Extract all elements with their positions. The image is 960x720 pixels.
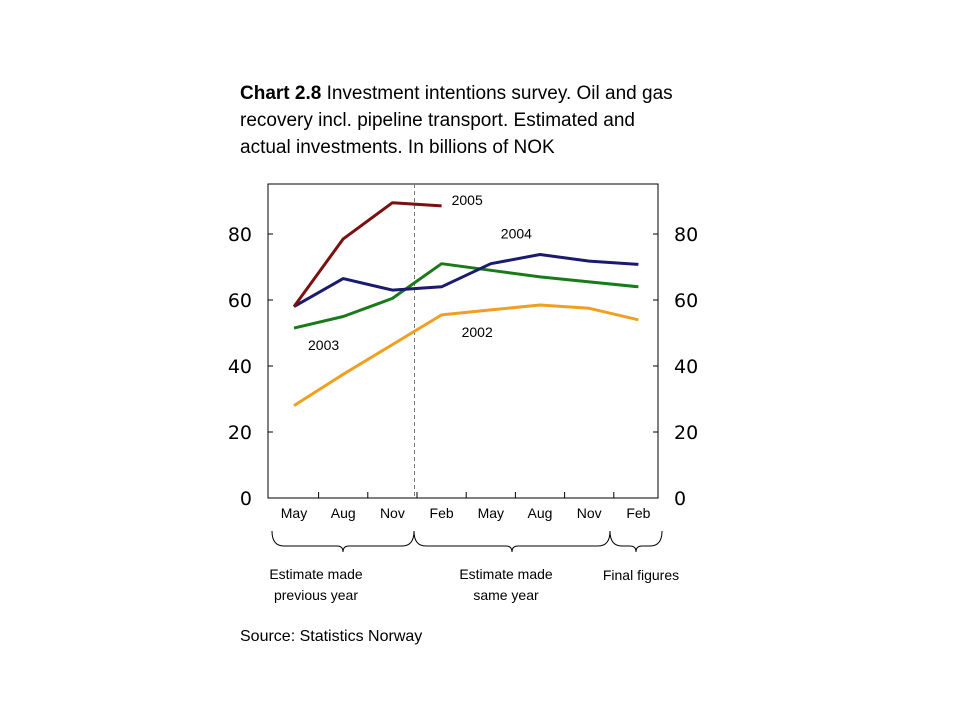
source-note: Source: Statistics Norway [240, 628, 423, 645]
right-y-tick-label: 20 [674, 422, 698, 444]
x-tick-label: Nov [380, 505, 405, 521]
right-y-tick-label: 60 [674, 290, 698, 312]
group-brace [413, 530, 611, 553]
group-label-line1: Estimate made [459, 566, 553, 582]
right-y-tick-label: 0 [674, 488, 686, 510]
x-tick-label: May [478, 505, 504, 521]
group-label-line1: Estimate made [269, 566, 363, 582]
right-y-tick-label: 80 [674, 224, 698, 246]
series-label-2002: 2002 [462, 324, 493, 340]
series-line-2002 [293, 303, 639, 407]
left-y-tick-label: 60 [228, 290, 252, 312]
group-brace [609, 530, 663, 553]
x-tick-label: Nov [577, 505, 602, 521]
series-label-2005: 2005 [452, 192, 483, 208]
x-tick-label: May [281, 505, 307, 521]
left-y-tick-label: 40 [228, 356, 252, 378]
x-tick-label: Aug [528, 505, 553, 521]
series-line-2004 [293, 253, 639, 308]
left-y-tick-label: 0 [240, 488, 252, 510]
group-label-line2: same year [473, 587, 539, 603]
series-label-2004: 2004 [501, 226, 532, 242]
series-line-2003 [293, 262, 639, 330]
group-label-line2: previous year [274, 587, 358, 603]
group-label-line1: Final figures [603, 567, 679, 583]
left-y-tick-label: 80 [228, 224, 252, 246]
x-tick-label: Aug [331, 505, 356, 521]
right-y-tick-label: 40 [674, 356, 698, 378]
chart-title-prefix: Chart 2.8 [240, 83, 322, 104]
x-tick-label: Feb [430, 505, 454, 521]
series-line-2005 [292, 201, 442, 308]
chart-title-text: Investment intentions survey. Oil and ga… [240, 83, 673, 158]
x-tick-label: Feb [626, 505, 650, 521]
plot-frame [267, 183, 659, 499]
left-y-tick-label: 20 [228, 422, 252, 444]
group-brace [271, 530, 415, 553]
chart-title: Chart 2.8 Investment intentions survey. … [240, 80, 680, 161]
series-label-2003: 2003 [308, 337, 339, 353]
